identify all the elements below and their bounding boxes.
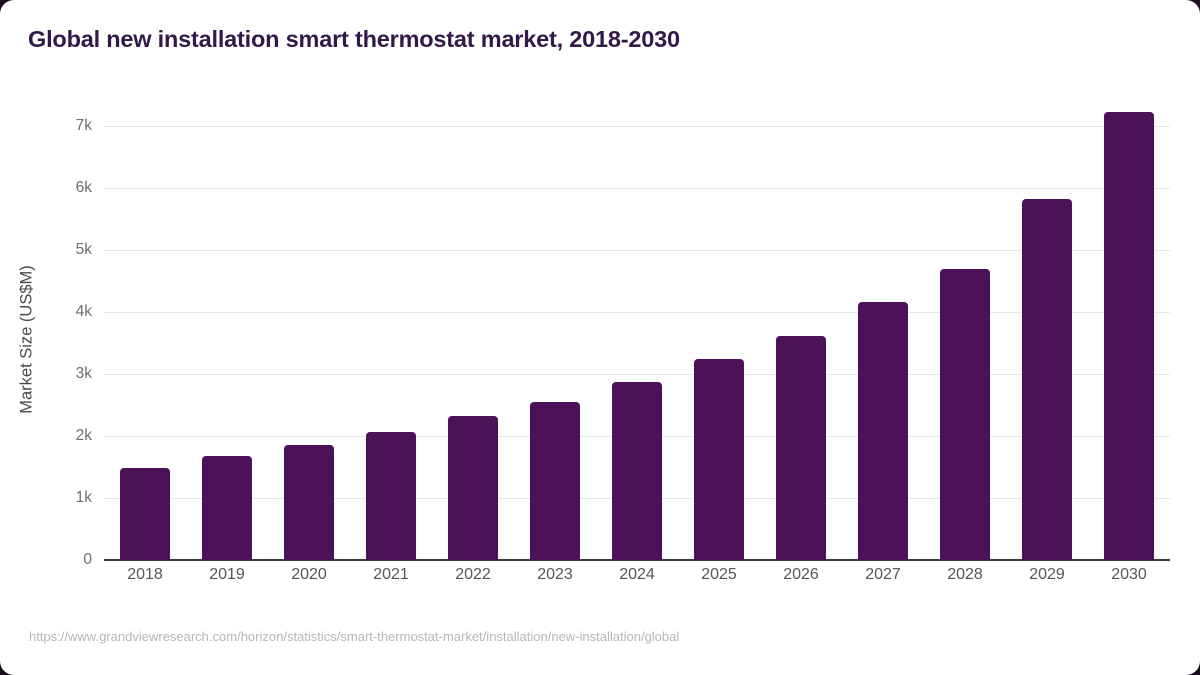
bar-2020[interactable]	[284, 444, 334, 560]
x-axis-tick-label: 2018	[127, 566, 163, 583]
gridline	[104, 312, 1170, 313]
y-axis-tick-label: 5k	[75, 241, 92, 258]
bar-2021[interactable]	[366, 431, 416, 560]
gridline	[104, 126, 1170, 127]
x-axis-tick-label: 2021	[373, 566, 409, 583]
gridline	[104, 188, 1170, 189]
gridline	[104, 250, 1170, 251]
bar-2027[interactable]	[858, 302, 908, 560]
bar-2022[interactable]	[448, 416, 498, 560]
y-axis-tick-label: 6k	[75, 179, 92, 196]
x-axis-tick-label: 2026	[783, 566, 819, 583]
y-axis-tick-label: 2k	[75, 427, 92, 444]
bar-2030[interactable]	[1104, 111, 1154, 560]
bar-2025[interactable]	[694, 358, 744, 560]
x-axis-tick-label: 2028	[947, 566, 983, 583]
page-title: Global new installation smart thermostat…	[28, 26, 680, 52]
bar-2023[interactable]	[530, 401, 580, 560]
y-axis-title: Market Size (US$M)	[17, 265, 36, 414]
y-axis-tick-label: 4k	[75, 303, 92, 320]
source-url-label: https://www.grandviewresearch.com/horizo…	[29, 629, 680, 644]
bar-2019[interactable]	[202, 456, 252, 560]
y-axis-tick-label: 3k	[75, 365, 92, 382]
x-axis-tick-label: 2023	[537, 566, 573, 583]
x-axis-tick-label: 2030	[1111, 566, 1147, 583]
x-axis-tick-label: 2027	[865, 566, 901, 583]
bar-2018[interactable]	[120, 468, 170, 560]
y-axis-tick-label: 0	[83, 551, 92, 568]
x-axis-tick-label: 2029	[1029, 566, 1065, 583]
x-axis-tick-label: 2024	[619, 566, 655, 583]
x-axis-tick-label: 2020	[291, 566, 327, 583]
x-axis-tick-label: 2022	[455, 566, 491, 583]
bar-2028[interactable]	[940, 268, 990, 560]
gridline	[104, 374, 1170, 375]
x-axis-tick-label: 2019	[209, 566, 245, 583]
y-axis-tick-label: 7k	[75, 117, 92, 134]
bar-2024[interactable]	[612, 382, 662, 560]
y-axis-tick-label: 1k	[75, 489, 92, 506]
x-axis-tick-label: 2025	[701, 566, 737, 583]
x-axis-line	[104, 559, 1170, 561]
bar-2029[interactable]	[1022, 198, 1072, 560]
bar-2026[interactable]	[776, 335, 826, 560]
